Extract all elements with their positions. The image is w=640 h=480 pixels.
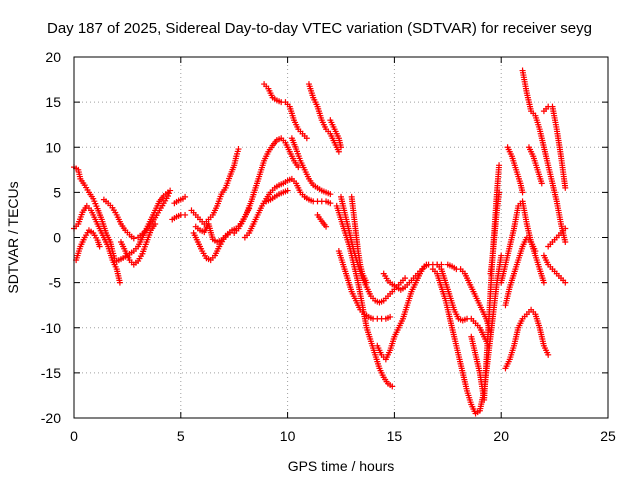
series-track-6 bbox=[169, 211, 189, 223]
data-point bbox=[519, 189, 526, 196]
series-track-32 bbox=[502, 234, 539, 309]
chart-title: Day 187 of 2025, Sidereal Day-to-day VTE… bbox=[47, 20, 592, 37]
data-point bbox=[562, 239, 569, 246]
series-track-38 bbox=[545, 225, 569, 250]
series-track-20 bbox=[335, 248, 394, 322]
data-point bbox=[496, 189, 503, 196]
y-tick-label: 5 bbox=[53, 184, 61, 200]
series-track-3 bbox=[73, 227, 103, 264]
data-point bbox=[130, 235, 137, 242]
x-tick-label: 15 bbox=[387, 428, 403, 444]
series-track-9 bbox=[190, 205, 253, 264]
y-tick-label: 20 bbox=[45, 49, 61, 65]
x-tick-label: 5 bbox=[177, 428, 185, 444]
data-point bbox=[389, 383, 396, 390]
series-track-17 bbox=[327, 117, 344, 151]
data-point bbox=[182, 211, 189, 218]
series-track-36 bbox=[540, 103, 569, 191]
data-point bbox=[562, 184, 569, 191]
y-tick-label: -20 bbox=[41, 410, 61, 426]
series-track-26 bbox=[434, 261, 492, 349]
x-axis-label: GPS time / hours bbox=[288, 458, 395, 474]
data-point bbox=[284, 187, 291, 194]
series-track-34 bbox=[519, 67, 569, 246]
data-point bbox=[235, 146, 242, 153]
series-track-15 bbox=[301, 193, 334, 207]
data-point bbox=[423, 261, 430, 268]
data-point bbox=[327, 200, 334, 207]
plot-frame bbox=[73, 56, 609, 419]
series-track-1 bbox=[71, 164, 171, 264]
x-tick-label: 20 bbox=[493, 428, 509, 444]
data-point bbox=[327, 191, 334, 198]
x-tick-label: 10 bbox=[280, 428, 296, 444]
data-point bbox=[387, 313, 394, 320]
series-track-16 bbox=[305, 81, 342, 155]
data-point bbox=[532, 248, 539, 255]
series-track-13 bbox=[261, 81, 310, 142]
data-point bbox=[335, 148, 342, 155]
data-point bbox=[498, 252, 505, 259]
y-tick-label: 15 bbox=[45, 94, 61, 110]
data-point bbox=[295, 164, 302, 171]
data-point bbox=[338, 144, 344, 151]
tick-layer: 0 5 10 15 20 25 -20 -15 -10 -5 0 5 10 15 20 bbox=[41, 49, 616, 444]
series-track-14 bbox=[288, 135, 334, 198]
y-tick-label: 0 bbox=[53, 230, 61, 246]
data-point bbox=[562, 225, 569, 232]
x-tick-label: 0 bbox=[70, 428, 78, 444]
data-point bbox=[402, 275, 409, 282]
data-point bbox=[166, 190, 173, 197]
y-tick-label: -10 bbox=[41, 320, 61, 336]
points-layer bbox=[71, 67, 569, 417]
data-point bbox=[167, 187, 174, 194]
series-track-33 bbox=[504, 144, 526, 196]
data-point bbox=[116, 279, 123, 286]
data-point bbox=[538, 180, 545, 187]
y-tick-label: -15 bbox=[41, 365, 61, 381]
y-tick-label: 10 bbox=[45, 139, 61, 155]
data-point bbox=[540, 279, 547, 286]
series-track-35 bbox=[525, 144, 545, 187]
data-point bbox=[152, 220, 159, 227]
y-tick-label: -5 bbox=[49, 275, 62, 291]
data-point bbox=[182, 193, 189, 200]
data-point bbox=[496, 162, 503, 169]
series-track-30 bbox=[502, 306, 552, 372]
series-track-37 bbox=[540, 252, 569, 286]
x-tick-label: 25 bbox=[600, 428, 616, 444]
series-track-8 bbox=[188, 146, 242, 227]
data-point bbox=[562, 279, 569, 286]
data-point bbox=[164, 192, 171, 199]
data-point bbox=[96, 243, 103, 250]
series-track-5 bbox=[117, 220, 159, 268]
data-point bbox=[323, 223, 330, 230]
data-point bbox=[545, 351, 552, 358]
y-axis-label: SDTVAR / TECUs bbox=[5, 181, 21, 293]
series-track-7 bbox=[171, 193, 189, 207]
series-track-18 bbox=[314, 211, 330, 230]
data-point bbox=[226, 229, 233, 236]
series-track-29 bbox=[487, 189, 503, 277]
series-track-22 bbox=[348, 193, 370, 286]
series-track-24 bbox=[380, 261, 430, 293]
data-point bbox=[303, 135, 310, 142]
series-track-12 bbox=[263, 187, 291, 205]
series-track-10 bbox=[192, 135, 302, 246]
data-point bbox=[363, 279, 370, 286]
